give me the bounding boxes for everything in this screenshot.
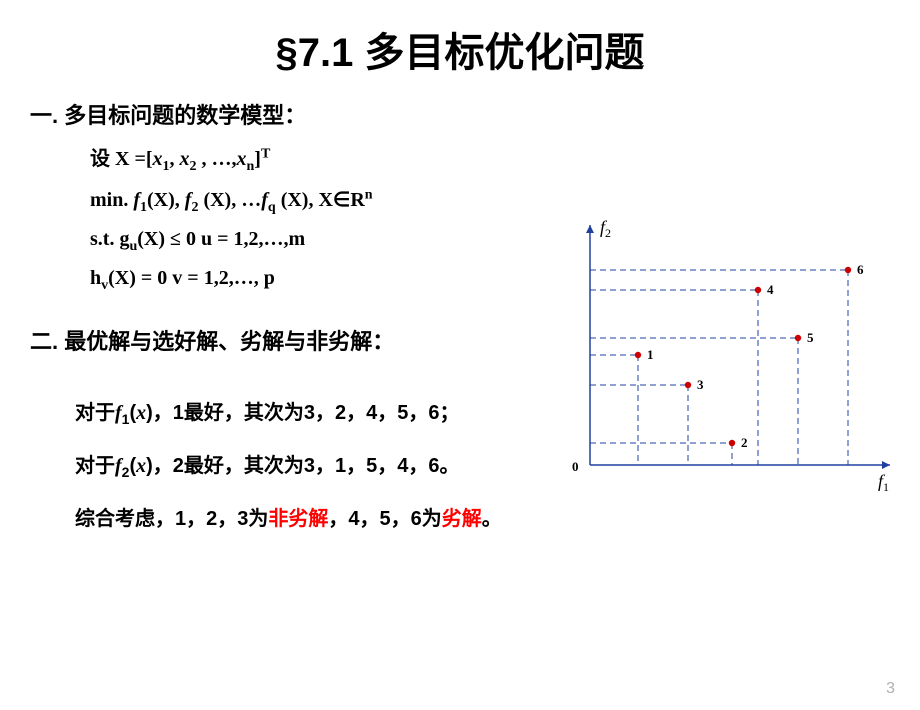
t: 对于 <box>75 455 115 477</box>
pareto-chart-svg: 1 2 3 4 5 6 0 f1 f2 <box>560 215 900 495</box>
t: 2 <box>190 159 197 174</box>
t: )，2最好，其次为3，1，5，4，6。 <box>146 455 459 477</box>
t: , <box>170 148 180 170</box>
t: (X), … <box>198 189 261 211</box>
t: x <box>136 455 146 477</box>
t: v = 1,2,…, p <box>167 267 275 289</box>
slide-title: §7.1 多目标优化问题 <box>0 20 920 78</box>
page-number: 3 <box>886 680 895 698</box>
pareto-chart: 1 2 3 4 5 6 0 f1 f2 <box>560 215 900 495</box>
svg-text:5: 5 <box>807 330 814 345</box>
t: R <box>350 189 364 211</box>
t-red: 劣解 <box>442 508 482 530</box>
svg-text:2: 2 <box>741 435 748 450</box>
svg-text:3: 3 <box>697 377 704 392</box>
t: x <box>136 402 146 424</box>
t: 综合考虑，1，2，3为 <box>75 508 268 530</box>
eq-min: min. f1(X), f2 (X), …fq (X), X∈Rn <box>90 187 920 216</box>
t: )，1最好，其次为3，2，4，5，6； <box>146 402 459 424</box>
t: 1 <box>163 159 170 174</box>
t: f <box>115 402 122 424</box>
t: T <box>261 146 270 161</box>
svg-text:4: 4 <box>767 282 774 297</box>
t-red: 非劣解 <box>268 508 328 530</box>
t: x <box>237 148 247 170</box>
t: f <box>261 189 268 211</box>
t: f <box>133 189 140 211</box>
t: 对于 <box>75 402 115 424</box>
t: (X) ≤ 0 <box>137 228 196 250</box>
eq-set: 设 X =[x1, x2 , …,xn]T <box>90 142 920 175</box>
t: 1 <box>140 200 147 215</box>
t: ，4，5，6为 <box>328 508 441 530</box>
t: s.t. <box>90 228 119 250</box>
t: (X), <box>147 189 185 211</box>
t: x <box>153 148 163 170</box>
t: f <box>115 455 122 477</box>
svg-text:f2: f2 <box>600 217 611 240</box>
t: n <box>365 187 373 202</box>
t: X <box>313 189 332 211</box>
svg-text:f1: f1 <box>878 471 889 494</box>
t: (X), <box>276 189 314 211</box>
t: h <box>90 267 101 289</box>
t: x <box>180 148 190 170</box>
t: min. <box>90 189 133 211</box>
t: q <box>268 200 276 215</box>
t: g <box>119 228 129 250</box>
t: 。 <box>482 508 502 530</box>
svg-text:1: 1 <box>647 347 654 362</box>
t: ∈ <box>333 189 350 211</box>
t: ] <box>254 148 261 170</box>
t: , …, <box>197 148 237 170</box>
eq-set-pre: 设 <box>90 148 110 170</box>
t: X =[ <box>110 148 153 170</box>
svg-text:0: 0 <box>572 459 579 474</box>
body-line-3: 综合考虑，1，2，3为非劣解，4，5，6为劣解。 <box>75 502 920 531</box>
t: (X) = 0 <box>108 267 167 289</box>
svg-text:6: 6 <box>857 262 864 277</box>
section1-heading: 一. 多目标问题的数学模型： <box>30 98 920 130</box>
t: u = 1,2,…,m <box>196 228 305 250</box>
